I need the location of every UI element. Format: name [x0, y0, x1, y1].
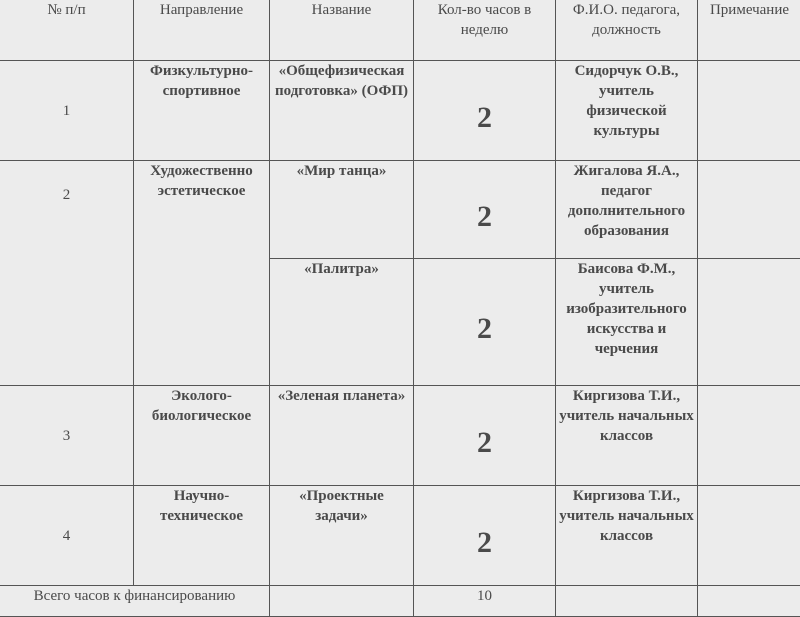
row-hours: 2 — [414, 161, 556, 259]
total-empty — [270, 586, 414, 617]
row-number: 3 — [0, 386, 134, 486]
row-number: 1 — [0, 61, 134, 161]
row-note — [698, 259, 800, 386]
row-direction: Физкультурно-спортивное — [134, 61, 270, 161]
row-teacher: Киргизова Т.И., учитель начальных классо… — [556, 386, 698, 486]
row-direction: Научно-техническое — [134, 486, 270, 586]
row-name: «Мир танца» — [270, 161, 414, 259]
header-direction: Направление — [134, 0, 270, 61]
row-note — [698, 161, 800, 259]
row-note — [698, 386, 800, 486]
row-hours: 2 — [414, 486, 556, 586]
header-number: № п/п — [0, 0, 134, 61]
total-row: Всего часов к финансированию 10 — [0, 586, 800, 617]
row-name: «Проектные задачи» — [270, 486, 414, 586]
table-row: 4 Научно-техническое «Проектные задачи» … — [0, 486, 800, 586]
row-teacher: Жигалова Я.А., педагог дополнительного о… — [556, 161, 698, 259]
row-teacher: Сидорчук О.В., учитель физической культу… — [556, 61, 698, 161]
header-name: Название — [270, 0, 414, 61]
row-teacher: Баисова Ф.М., учитель изобразительного и… — [556, 259, 698, 386]
row-direction: Художественно эстетическое — [134, 161, 270, 386]
table-row: 2 Художественно эстетическое «Мир танца»… — [0, 161, 800, 259]
total-empty — [698, 586, 800, 617]
table-row: 1 Физкультурно-спортивное «Общефизическа… — [0, 61, 800, 161]
table-row: 3 Эколого-биологическое «Зеленая планета… — [0, 386, 800, 486]
row-name: «Общефизическая подготовка» (ОФП) — [270, 61, 414, 161]
total-label: Всего часов к финансированию — [0, 586, 270, 617]
row-hours: 2 — [414, 259, 556, 386]
total-hours: 10 — [414, 586, 556, 617]
row-number: 4 — [0, 486, 134, 586]
row-note — [698, 61, 800, 161]
header-note: Примечание — [698, 0, 800, 61]
total-empty — [556, 586, 698, 617]
row-hours: 2 — [414, 386, 556, 486]
row-direction: Эколого-биологическое — [134, 386, 270, 486]
row-number: 2 — [0, 161, 134, 386]
header-hours: Кол-во часов в неделю — [414, 0, 556, 61]
header-teacher: Ф.И.О. педагога, должность — [556, 0, 698, 61]
row-teacher: Киргизова Т.И., учитель начальных классо… — [556, 486, 698, 586]
row-name: «Зеленая планета» — [270, 386, 414, 486]
row-hours: 2 — [414, 61, 556, 161]
row-note — [698, 486, 800, 586]
row-name: «Палитра» — [270, 259, 414, 386]
header-row: № п/п Направление Название Кол-во часов … — [0, 0, 800, 61]
